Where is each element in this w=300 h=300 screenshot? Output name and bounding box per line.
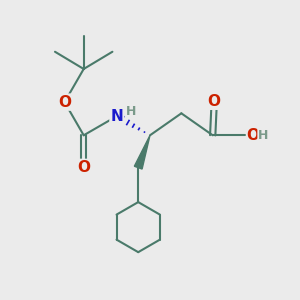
Text: N: N	[110, 109, 123, 124]
Text: H: H	[126, 105, 136, 118]
Text: O: O	[58, 94, 71, 110]
Text: H: H	[258, 129, 268, 142]
Text: O: O	[247, 128, 260, 143]
Text: O: O	[208, 94, 221, 109]
Text: O: O	[77, 160, 90, 175]
Polygon shape	[134, 135, 150, 169]
